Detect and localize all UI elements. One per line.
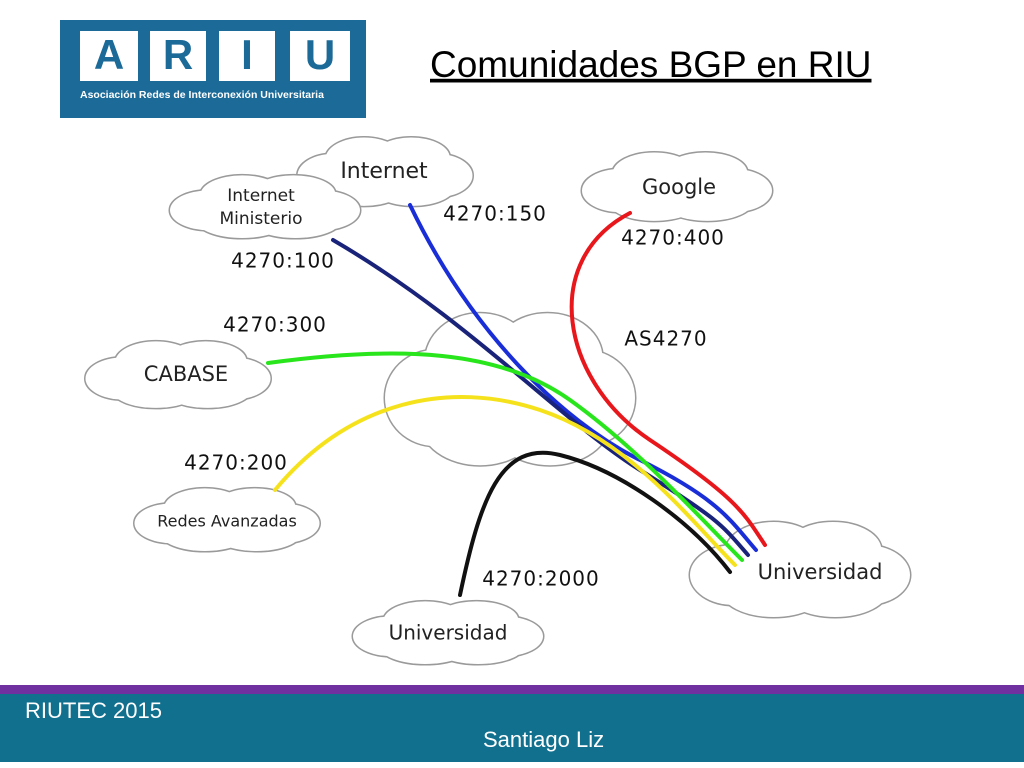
logo-letter: I xyxy=(241,31,253,78)
cloud-part xyxy=(784,522,882,578)
logo-tile xyxy=(219,31,275,81)
clouds xyxy=(84,135,912,666)
logo-letter: U xyxy=(305,31,335,78)
footer-stripe xyxy=(0,685,1024,694)
node-label: Internet xyxy=(227,186,295,206)
node-label: Ministerio xyxy=(220,209,303,229)
cloud-part xyxy=(165,341,247,381)
cloud xyxy=(688,520,912,619)
node-label: CABASE xyxy=(144,362,228,386)
cloud xyxy=(168,173,362,240)
link-label: 4270:100 xyxy=(231,249,335,273)
cloud-part xyxy=(661,181,754,221)
cloud-part xyxy=(434,601,519,639)
node-label: Redes Avanzadas xyxy=(157,512,297,531)
cloud-part xyxy=(212,515,301,552)
logo-tile xyxy=(80,31,138,81)
cloud xyxy=(351,599,545,666)
link-line xyxy=(331,238,750,557)
logo-subtitle: Asociación Redes de Interconexión Univer… xyxy=(80,89,324,101)
link-line xyxy=(273,395,737,567)
cloud-part xyxy=(214,488,296,526)
logo-tile xyxy=(290,31,350,81)
cloud xyxy=(580,150,774,223)
cloud-part xyxy=(251,175,336,213)
link-label: 4270:300 xyxy=(223,313,327,337)
cloud-part xyxy=(249,202,341,239)
node-label: Google xyxy=(642,175,716,199)
cloud-part xyxy=(663,152,748,193)
links xyxy=(266,203,767,597)
link-line xyxy=(458,450,732,597)
node-label: Universidad xyxy=(389,621,508,645)
logo-letter: R xyxy=(163,31,193,78)
cloud xyxy=(84,339,272,410)
footer-event: RIUTEC 2015 xyxy=(25,698,162,723)
link-line xyxy=(569,211,767,547)
cloud xyxy=(133,486,321,553)
footer-author: Santiago Liz xyxy=(483,727,604,752)
node-label: AS4270 xyxy=(624,327,707,351)
slide-title: Comunidades BGP en RIU xyxy=(430,44,872,85)
cloud-part xyxy=(372,137,450,178)
link-label: 4270:150 xyxy=(443,202,547,226)
cloud-part xyxy=(490,378,610,466)
link-label: 4270:2000 xyxy=(482,567,600,591)
logo: A R I U Asociación Redes de Interconexió… xyxy=(60,20,366,118)
link-line xyxy=(408,203,758,552)
cloud-part xyxy=(432,628,524,665)
link-line xyxy=(266,351,744,562)
cloud-part xyxy=(371,166,455,206)
logo-letter: A xyxy=(94,31,124,78)
link-label: 4270:200 xyxy=(184,451,288,475)
cloud-part xyxy=(163,370,253,408)
cloud xyxy=(383,311,637,467)
footer-band xyxy=(0,694,1024,762)
cloud-part xyxy=(782,563,888,617)
node-label: Internet xyxy=(340,159,428,184)
logo-tile xyxy=(150,31,206,81)
link-label: 4270:400 xyxy=(621,226,725,250)
node-label: Universidad xyxy=(758,560,883,584)
